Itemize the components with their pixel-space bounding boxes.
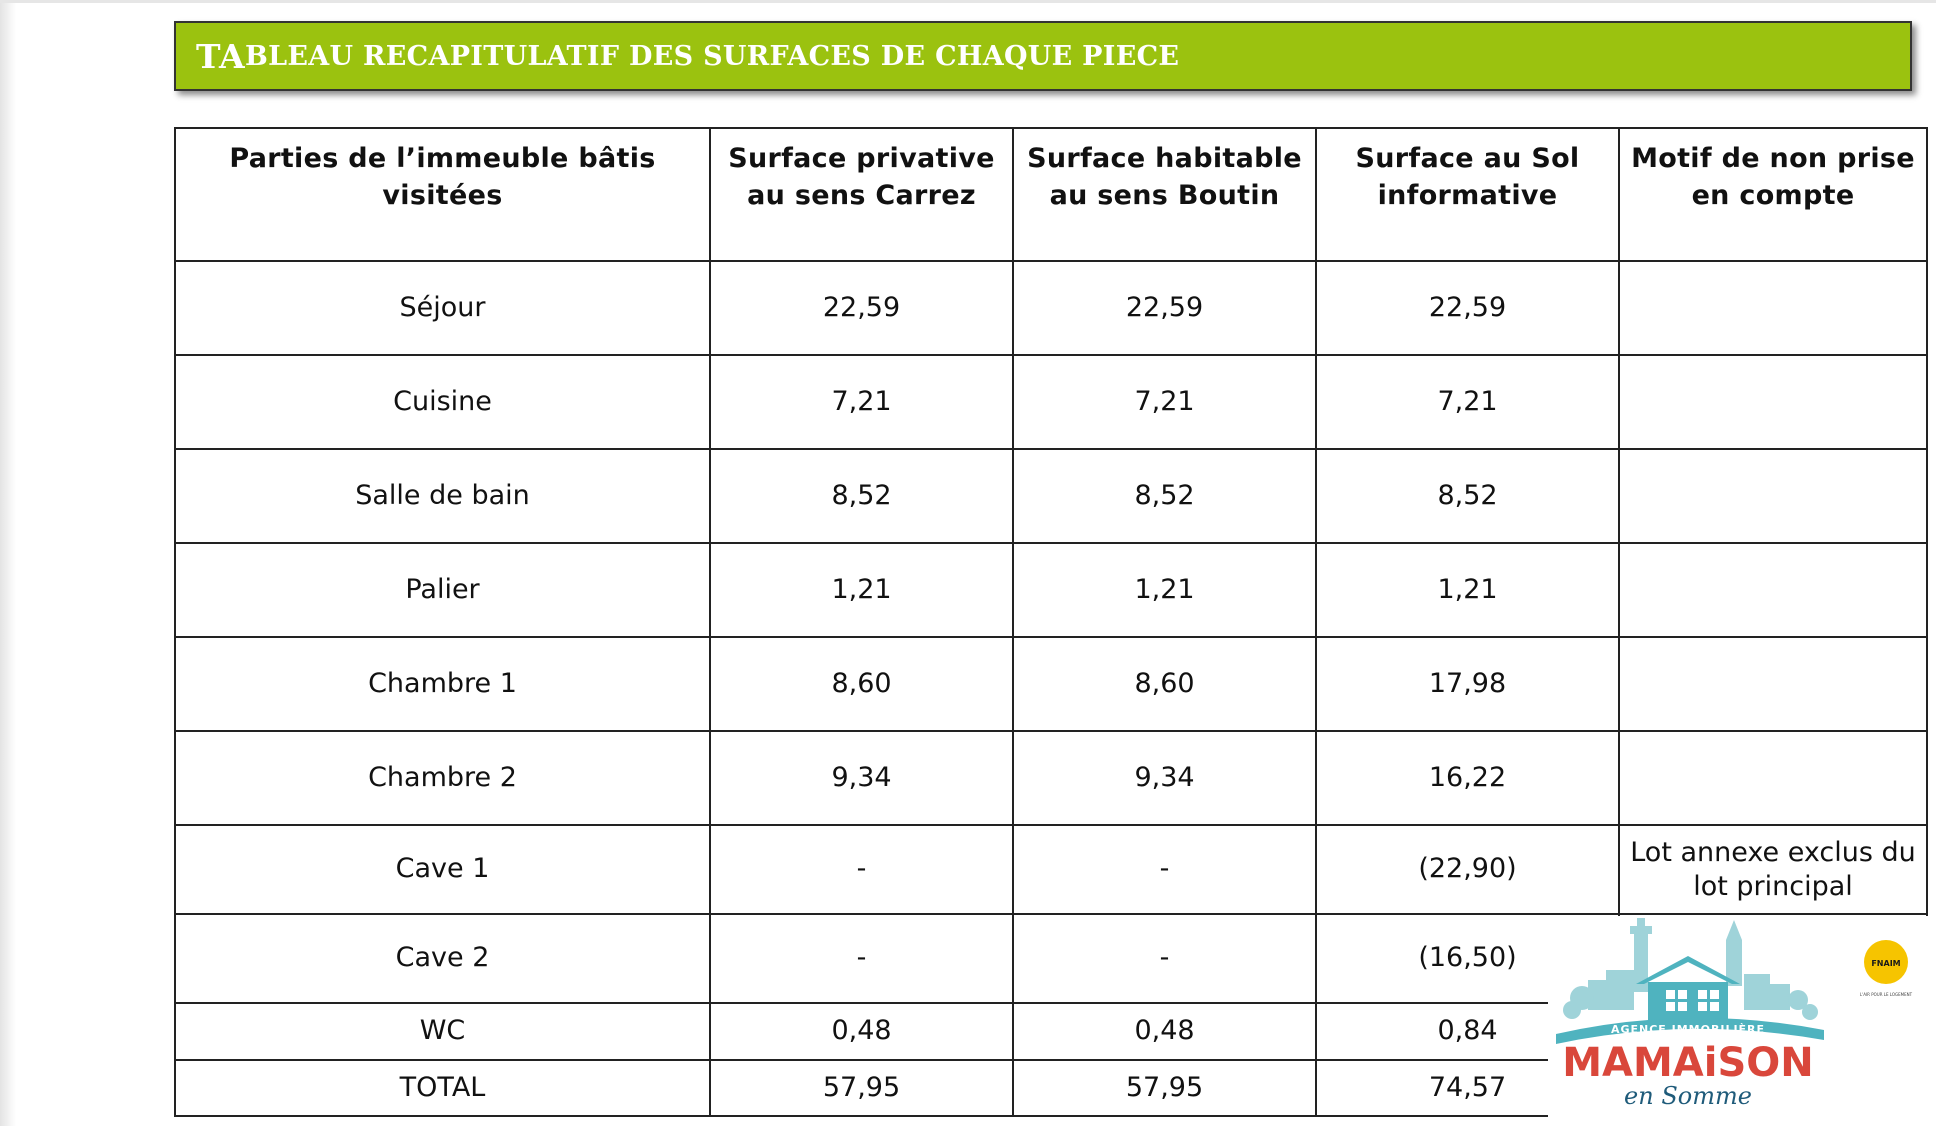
table-row: Salle de bain 8,52 8,52 8,52 <box>174 448 1928 544</box>
surfaces-table: Parties de l’immeuble bâtis visitées Sur… <box>174 127 1928 1117</box>
cell-boutin: - <box>1012 913 1317 1004</box>
cell-carrez: 8,52 <box>709 448 1014 544</box>
table-row: Cuisine 7,21 7,21 7,21 <box>174 354 1928 450</box>
header-parties: Parties de l’immeuble bâtis visitées <box>174 127 711 262</box>
cell-piece: Séjour <box>174 260 711 356</box>
town-skyline-icon <box>1563 918 1818 1020</box>
fnaim-badge-icon: FNAIM L'AIR POUR LE LOGEMENT <box>1860 940 1913 997</box>
cell-motif <box>1618 636 1928 732</box>
cell-boutin: 57,95 <box>1012 1059 1317 1117</box>
cell-motif <box>1618 542 1928 638</box>
logo-top-line: AGENCE IMMOBILIÈRE <box>1611 1023 1765 1036</box>
cell-piece: Cave 1 <box>174 824 711 915</box>
header-sol: Surface au Sol informative <box>1315 127 1620 262</box>
cell-boutin: 1,21 <box>1012 542 1317 638</box>
table-row: Cave 1 - - (22,90) Lot annexe exclus du … <box>174 824 1928 915</box>
house-icon <box>1636 956 1740 1022</box>
cell-piece: Salle de bain <box>174 448 711 544</box>
cell-motif <box>1618 354 1928 450</box>
cell-motif: Lot annexe exclus du lot principal <box>1618 824 1928 915</box>
cell-sol: 17,98 <box>1315 636 1620 732</box>
cell-boutin: 7,21 <box>1012 354 1317 450</box>
cell-carrez: 22,59 <box>709 260 1014 356</box>
cell-carrez: 9,34 <box>709 730 1014 826</box>
cell-carrez: 57,95 <box>709 1059 1014 1117</box>
cell-piece: WC <box>174 1002 711 1061</box>
header-motif: Motif de non prise en compte <box>1618 127 1928 262</box>
table-row: Séjour 22,59 22,59 22,59 <box>174 260 1928 356</box>
table-row: Chambre 2 9,34 9,34 16,22 <box>174 730 1928 826</box>
cell-carrez: 1,21 <box>709 542 1014 638</box>
cell-carrez: - <box>709 824 1014 915</box>
cell-sol: 1,21 <box>1315 542 1620 638</box>
cell-boutin: 22,59 <box>1012 260 1317 356</box>
cell-sol: 16,22 <box>1315 730 1620 826</box>
cell-piece: Palier <box>174 542 711 638</box>
cell-piece: Chambre 2 <box>174 730 711 826</box>
cell-piece: Cuisine <box>174 354 711 450</box>
cell-sol: 7,21 <box>1315 354 1620 450</box>
cell-sol: 22,59 <box>1315 260 1620 356</box>
title-text: BLEAU RECAPITULATIF DES SURFACES DE CHAQ… <box>244 40 1180 72</box>
cell-carrez: 0,48 <box>709 1002 1014 1061</box>
table-row: Cave 2 - - (16,50) <box>174 913 1928 1004</box>
agency-logo: AGENCE IMMOBILIÈRE MAMAiSON en Somme FNA… <box>1548 916 1936 1126</box>
cell-carrez: - <box>709 913 1014 1004</box>
logo-tagline: en Somme <box>1624 1082 1752 1110</box>
header-carrez: Surface privative au sens Carrez <box>709 127 1014 262</box>
cell-motif <box>1618 260 1928 356</box>
cell-piece: Chambre 1 <box>174 636 711 732</box>
cell-boutin: 8,60 <box>1012 636 1317 732</box>
table-header-row: Parties de l’immeuble bâtis visitées Sur… <box>174 127 1928 262</box>
cell-carrez: 7,21 <box>709 354 1014 450</box>
table-row: Chambre 1 8,60 8,60 17,98 <box>174 636 1928 732</box>
cell-sol: 8,52 <box>1315 448 1620 544</box>
cell-motif <box>1618 730 1928 826</box>
page-top-edge <box>0 0 1936 3</box>
cell-sol: (22,90) <box>1315 824 1620 915</box>
cell-boutin: 9,34 <box>1012 730 1317 826</box>
title-lead: TA <box>196 36 245 76</box>
cell-piece: TOTAL <box>174 1059 711 1117</box>
logo-name: MAMAiSON <box>1562 1040 1814 1086</box>
cell-boutin: 0,48 <box>1012 1002 1317 1061</box>
table-row: Palier 1,21 1,21 1,21 <box>174 542 1928 638</box>
fnaim-badge-text: FNAIM <box>1871 959 1900 968</box>
title-banner: TA BLEAU RECAPITULATIF DES SURFACES DE CH… <box>174 21 1912 91</box>
fnaim-badge-sub: L'AIR POUR LE LOGEMENT <box>1860 992 1913 997</box>
header-boutin: Surface habitable au sens Boutin <box>1012 127 1317 262</box>
cell-motif <box>1618 448 1928 544</box>
surfaces-table-container: Parties de l’immeuble bâtis visitées Sur… <box>174 127 1928 1117</box>
cell-boutin: 8,52 <box>1012 448 1317 544</box>
agency-logo-graphic: AGENCE IMMOBILIÈRE MAMAiSON en Somme FNA… <box>1556 918 1913 1110</box>
cell-piece: Cave 2 <box>174 913 711 1004</box>
cell-carrez: 8,60 <box>709 636 1014 732</box>
cell-boutin: - <box>1012 824 1317 915</box>
page-left-edge <box>0 0 16 1126</box>
